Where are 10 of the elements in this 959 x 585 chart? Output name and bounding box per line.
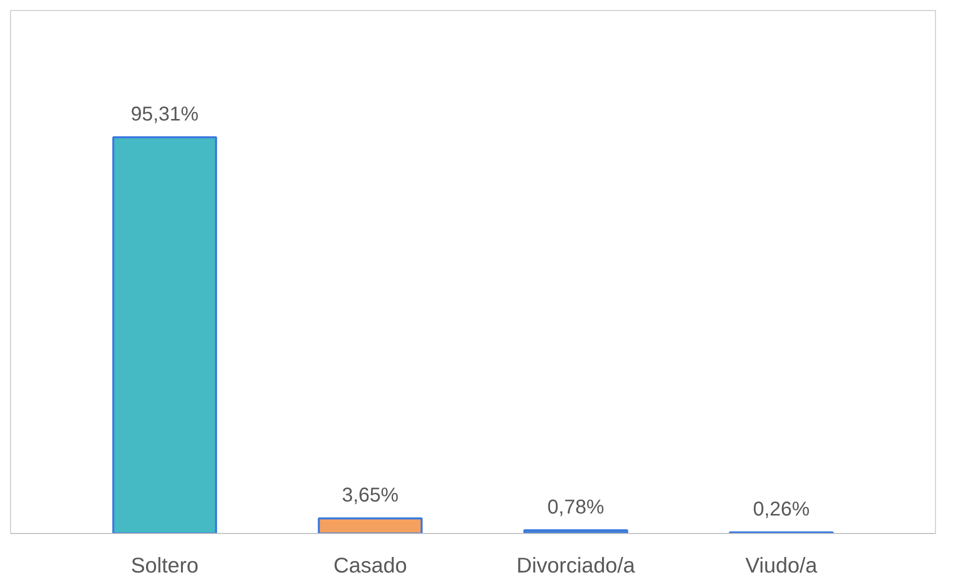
x-tick-label: Casado: [333, 554, 407, 578]
data-label: 3,65%: [342, 484, 399, 506]
bar: [112, 136, 218, 534]
bar: [318, 517, 423, 534]
x-tick-label: Divorciado/a: [516, 554, 636, 578]
data-label: 0,26%: [752, 498, 810, 520]
x-tick-label: Viudo/a: [745, 554, 818, 578]
x-tick-label: Soltero: [130, 554, 198, 578]
data-label: 95,31%: [130, 103, 199, 126]
data-label: 0,78%: [547, 496, 604, 518]
